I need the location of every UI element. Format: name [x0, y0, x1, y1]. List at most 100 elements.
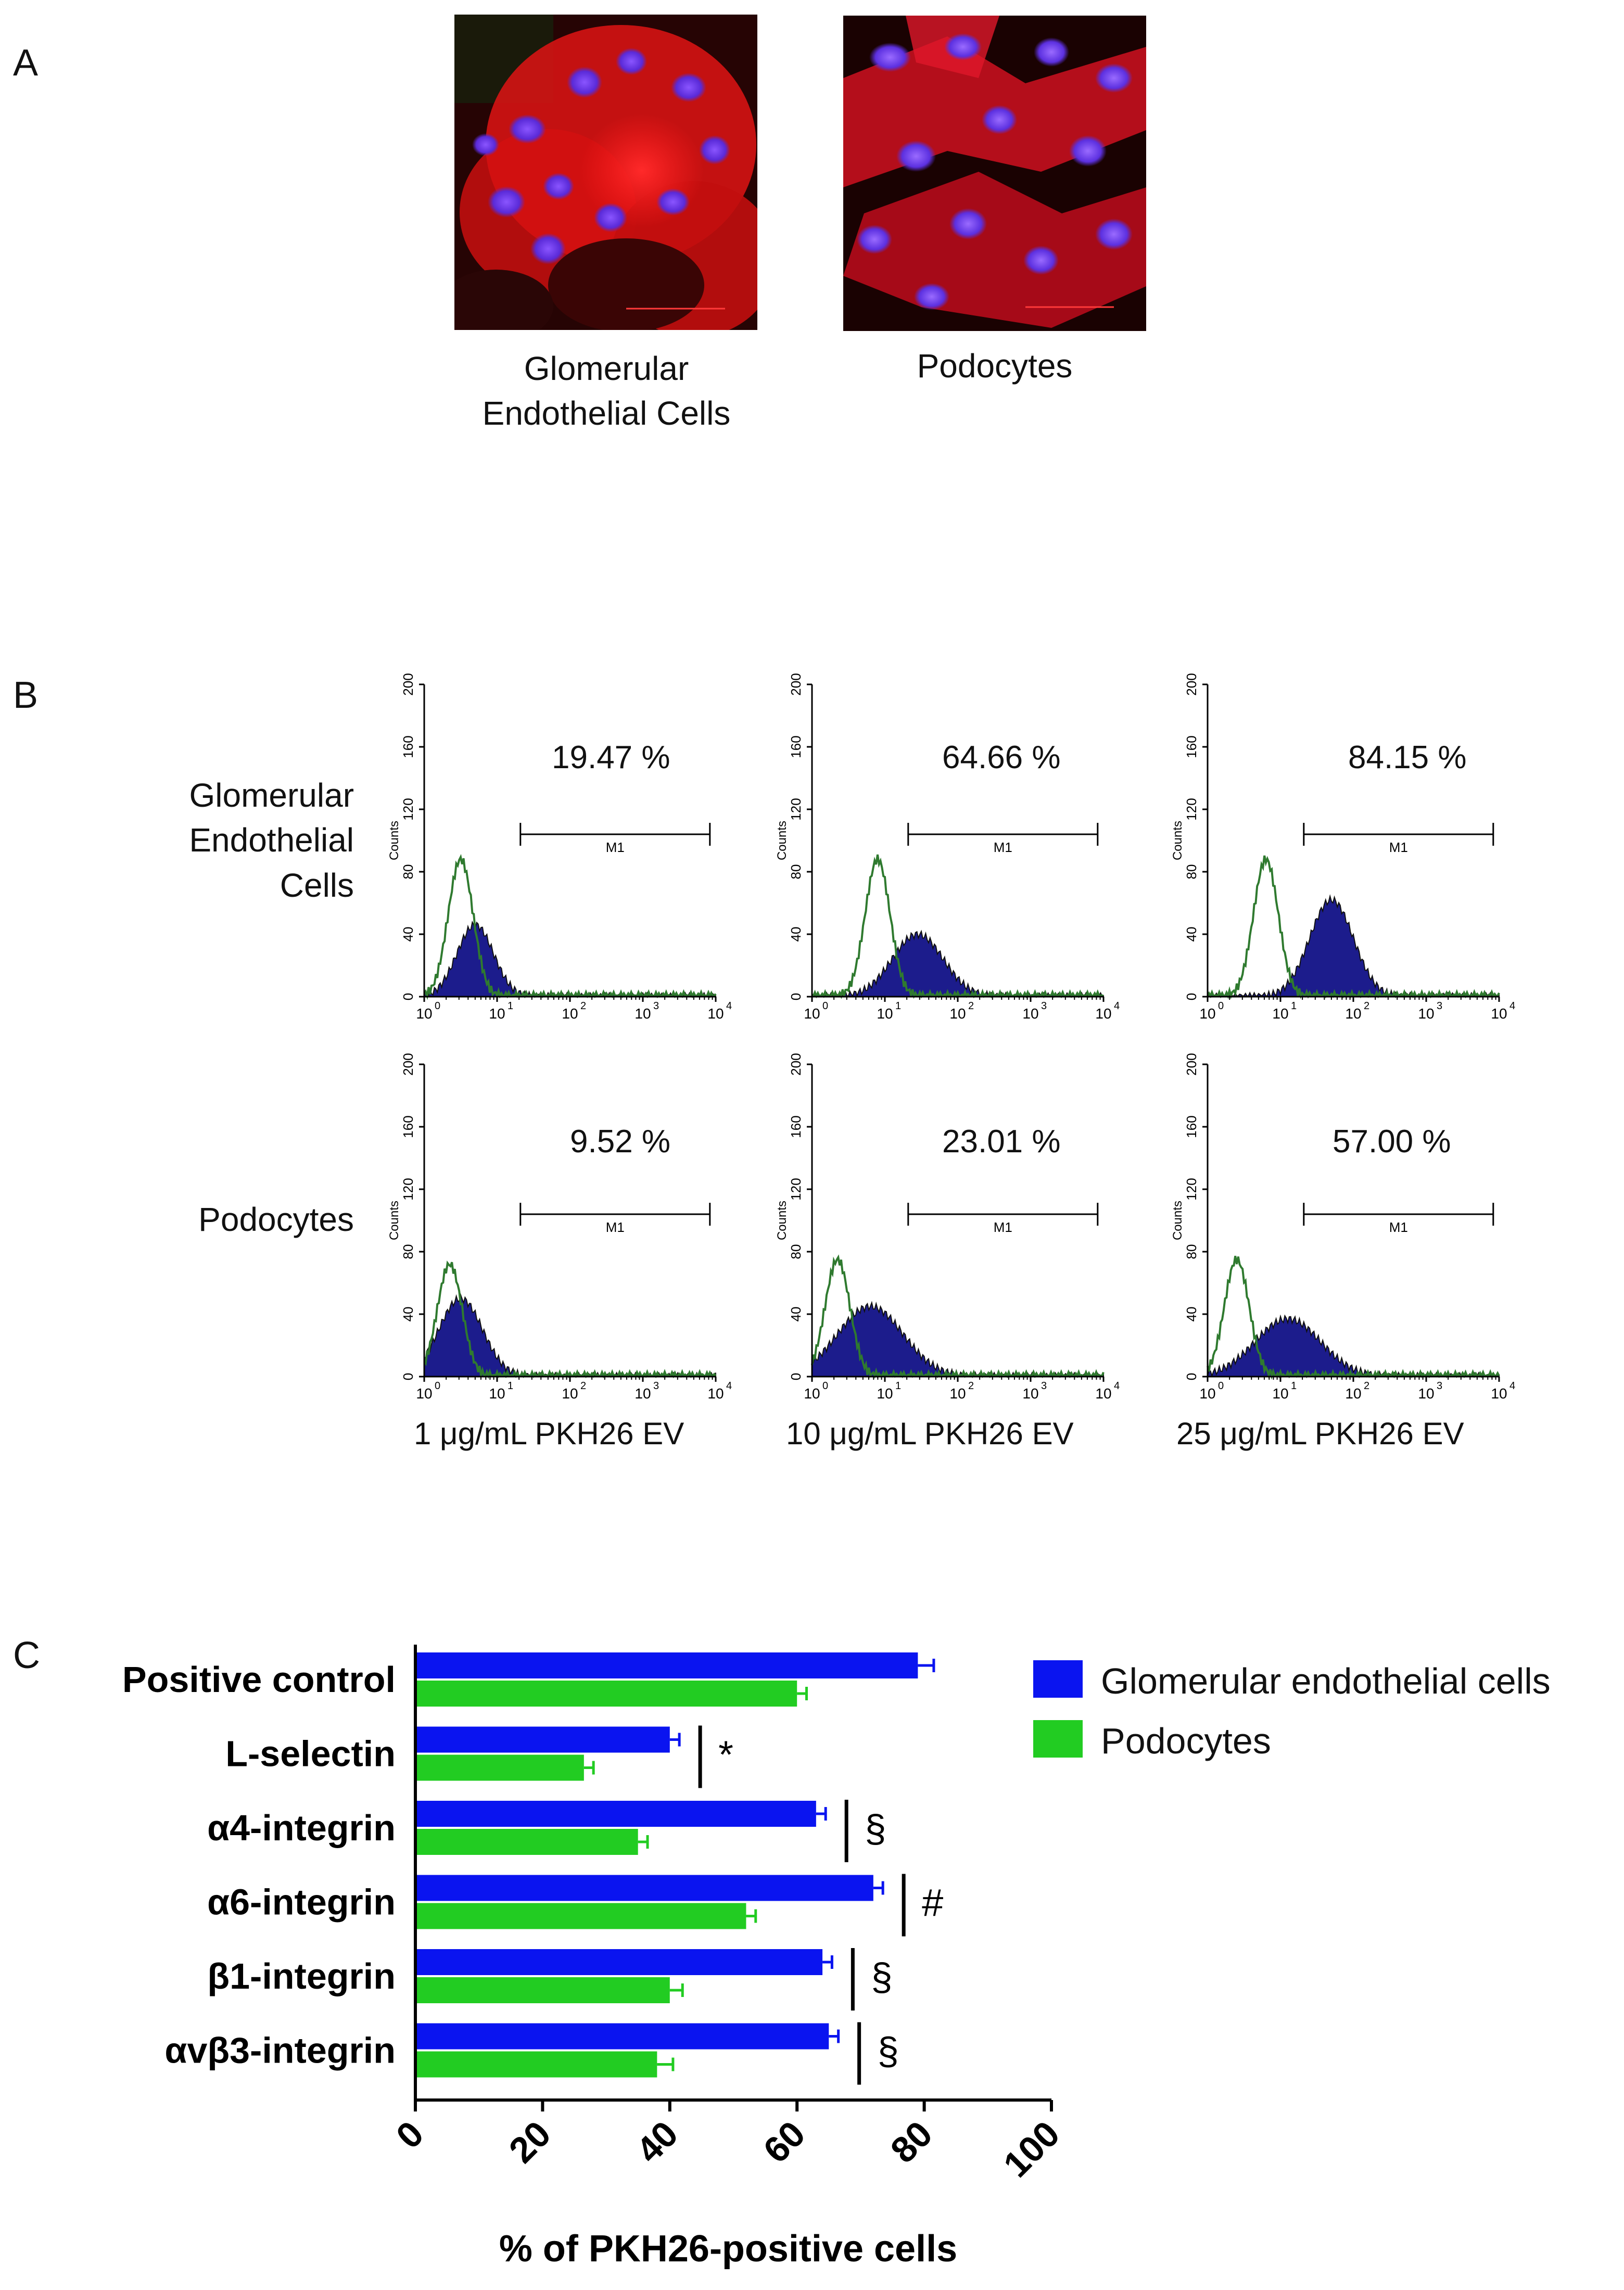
x-tick-label-3-3: 10 [635, 1385, 651, 1402]
endothelial-micrograph-graphic [454, 15, 757, 330]
row-label-endothelial-line3: Cells [280, 866, 354, 904]
y-axis-label-1: Counts [775, 821, 789, 860]
x-tick-label-1-3: 10 [1022, 1006, 1038, 1022]
x-tick-exponent-2-4: 4 [1509, 1000, 1515, 1012]
y-tick-label-5-5: 200 [1184, 1053, 1199, 1075]
x-tick-label-5-3: 10 [1418, 1385, 1434, 1402]
category-label-2: α4-integrin [207, 1808, 396, 1848]
gate-label-1: M1 [994, 839, 1012, 855]
y-tick-label-1-4: 160 [788, 735, 804, 758]
bar-x-tick-label-2: 40 [628, 2113, 686, 2170]
x-tick-label-2-3: 10 [1418, 1006, 1434, 1022]
y-tick-label-4-1: 40 [788, 1307, 804, 1322]
percent-0: 19.47 % [552, 740, 670, 775]
bar-1-1 [415, 1754, 584, 1781]
endothelial-micrograph [454, 15, 757, 330]
concentration-1: 1 μg/mL PKH26 EV [414, 1416, 684, 1451]
bar-5-1 [415, 2051, 657, 2078]
podocyte-caption: Podocytes [843, 344, 1146, 388]
y-axis-label-0: Counts [387, 821, 401, 860]
category-label-5: αvβ3-integrin [164, 2030, 396, 2071]
bar-x-axis-label: % of PKH26-positive cells [499, 2228, 957, 2270]
x-tick-label-0-4: 10 [707, 1006, 724, 1022]
row-label-endothelial-line1: Glomerular [189, 777, 354, 814]
y-tick-label-3-5: 200 [400, 1053, 416, 1075]
x-tick-exponent-2-1: 1 [1291, 1000, 1297, 1012]
y-tick-label-0-3: 120 [400, 798, 416, 820]
x-tick-exponent-3-0: 0 [435, 1380, 440, 1392]
endothelial-caption-line2: Endothelial Cells [482, 395, 731, 432]
bar-0-1 [415, 1681, 797, 1707]
x-tick-label-4-4: 10 [1095, 1385, 1111, 1402]
x-tick-exponent-4-0: 0 [822, 1380, 828, 1392]
y-axis-label-4: Counts [775, 1201, 789, 1240]
x-tick-label-0-1: 10 [489, 1006, 505, 1022]
x-tick-exponent-4-3: 3 [1041, 1380, 1047, 1392]
x-tick-label-3-2: 10 [562, 1385, 578, 1402]
significance-marker-5: § [878, 2030, 899, 2073]
y-tick-label-3-4: 160 [400, 1115, 416, 1138]
row-label-endothelial-line2: Endothelial [189, 821, 354, 859]
x-tick-exponent-3-4: 4 [726, 1380, 732, 1392]
y-axis-label-5: Counts [1171, 1201, 1185, 1240]
y-tick-label-5-4: 160 [1184, 1115, 1199, 1138]
x-tick-exponent-2-3: 3 [1437, 1000, 1442, 1012]
bar-x-tick-label-5: 100 [996, 2113, 1068, 2185]
x-tick-exponent-1-0: 0 [822, 1000, 828, 1012]
x-tick-exponent-5-4: 4 [1509, 1380, 1515, 1392]
x-tick-label-4-3: 10 [1022, 1385, 1038, 1402]
bar-group-4: β1-integrin § [207, 1948, 893, 2011]
concentration-10: 10 μg/mL PKH26 EV [786, 1416, 1074, 1451]
y-tick-label-4-2: 80 [788, 1244, 804, 1260]
bar-1-0 [415, 1726, 670, 1753]
bar-x-tick-label-3: 60 [756, 2113, 813, 2170]
x-tick-exponent-5-2: 2 [1364, 1380, 1369, 1392]
x-tick-exponent-3-1: 1 [508, 1380, 513, 1392]
bar-x-tick-label-0: 0 [388, 2113, 432, 2156]
x-tick-exponent-2-0: 0 [1218, 1000, 1224, 1012]
y-tick-label-4-4: 160 [788, 1115, 804, 1138]
y-tick-label-0-1: 40 [400, 927, 416, 942]
significance-marker-1: * [718, 1733, 733, 1776]
x-tick-label-0-2: 10 [562, 1006, 578, 1022]
percent-3: 9.52 % [570, 1124, 671, 1160]
control-histogram-3 [423, 1260, 717, 1379]
endothelial-caption-line1: Glomerular [524, 350, 689, 387]
x-tick-exponent-1-4: 4 [1114, 1000, 1120, 1012]
percent-2: 84.15 % [1348, 740, 1467, 775]
bar-4-1 [415, 1977, 670, 2003]
legend-swatch-endothelial [1033, 1660, 1083, 1698]
x-tick-label-5-4: 10 [1491, 1385, 1507, 1402]
y-tick-label-5-1: 40 [1184, 1307, 1199, 1322]
row-label-endothelial: Glomerular Endothelial Cells [130, 773, 354, 908]
percent-4: 23.01 % [942, 1124, 1061, 1160]
gate-label-3: M1 [606, 1219, 625, 1235]
y-tick-label-0-5: 200 [400, 673, 416, 695]
x-tick-exponent-2-2: 2 [1364, 1000, 1369, 1012]
sample-histogram-2 [1207, 894, 1500, 997]
y-tick-label-5-3: 120 [1184, 1178, 1199, 1200]
row-label-podocytes-line1: Podocytes [198, 1201, 354, 1238]
bar-group-2: α4-integrin § [207, 1800, 886, 1862]
y-tick-label-0-4: 160 [400, 735, 416, 758]
endothelial-caption: Glomerular Endothelial Cells [437, 346, 776, 436]
y-tick-label-1-1: 40 [788, 927, 804, 942]
y-tick-label-3-2: 80 [400, 1244, 416, 1260]
x-tick-label-4-2: 10 [949, 1385, 966, 1402]
gate-label-2: M1 [1389, 839, 1408, 855]
y-tick-label-4-3: 120 [788, 1178, 804, 1200]
sample-histogram-0 [424, 920, 716, 998]
percent-1: 64.66 % [942, 740, 1061, 775]
row-label-podocytes: Podocytes [130, 1197, 354, 1242]
significance-marker-4: § [871, 1955, 892, 1999]
bar-group-3: α6-integrin # [207, 1874, 943, 1937]
sample-histogram-5 [1207, 1314, 1500, 1378]
x-tick-exponent-4-1: 1 [895, 1380, 901, 1392]
x-tick-exponent-0-4: 4 [726, 1000, 732, 1012]
x-tick-label-0-0: 10 [416, 1006, 432, 1022]
y-tick-label-2-3: 120 [1184, 798, 1199, 820]
x-tick-exponent-1-3: 3 [1041, 1000, 1047, 1012]
